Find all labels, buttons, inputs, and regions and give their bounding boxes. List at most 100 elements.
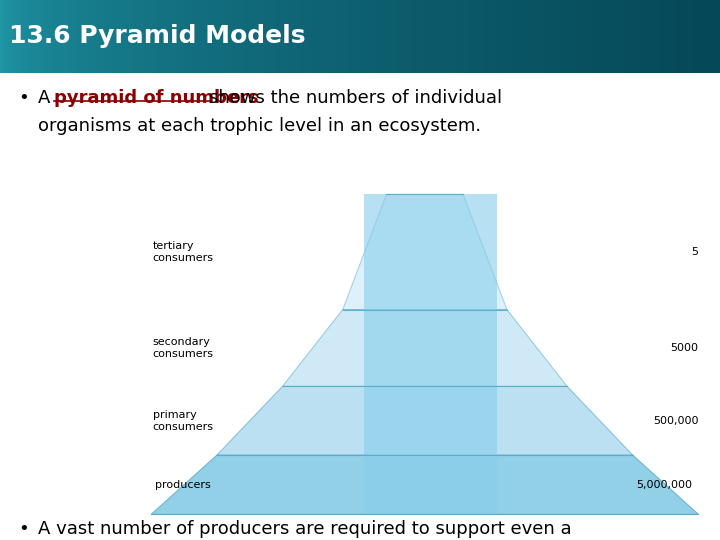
Bar xyxy=(247,0,251,73)
Bar xyxy=(223,0,226,73)
Text: organisms at each trophic level in an ecosystem.: organisms at each trophic level in an ec… xyxy=(38,117,481,136)
Bar xyxy=(31,0,35,73)
Bar xyxy=(204,0,207,73)
Polygon shape xyxy=(151,455,698,514)
Bar xyxy=(322,0,325,73)
Bar xyxy=(595,0,598,73)
Bar xyxy=(492,0,495,73)
Bar xyxy=(326,0,330,73)
Bar xyxy=(698,0,701,73)
Bar xyxy=(5,0,8,73)
Bar xyxy=(60,0,63,73)
Bar xyxy=(202,0,204,73)
Bar xyxy=(38,0,42,73)
Bar xyxy=(108,0,111,73)
Bar xyxy=(377,0,380,73)
Bar xyxy=(511,0,514,73)
Bar xyxy=(590,0,593,73)
Bar xyxy=(233,0,236,73)
Bar xyxy=(516,0,519,73)
Bar xyxy=(449,0,452,73)
Bar xyxy=(254,0,258,73)
Bar xyxy=(583,0,586,73)
Bar xyxy=(22,0,24,73)
Bar xyxy=(603,0,606,73)
Text: 5000: 5000 xyxy=(670,343,698,353)
Bar xyxy=(379,0,382,73)
Bar xyxy=(149,0,152,73)
Bar xyxy=(115,0,118,73)
Bar xyxy=(67,0,71,73)
Bar xyxy=(684,0,687,73)
Bar xyxy=(605,0,608,73)
Bar xyxy=(74,0,78,73)
Bar xyxy=(72,0,75,73)
Bar xyxy=(235,0,238,73)
Bar xyxy=(180,0,183,73)
Bar xyxy=(353,0,356,73)
Bar xyxy=(598,0,600,73)
Bar xyxy=(218,0,222,73)
Text: A vast number of producers are required to support even a: A vast number of producers are required … xyxy=(38,521,572,538)
Bar xyxy=(187,0,190,73)
Bar xyxy=(619,0,622,73)
Bar xyxy=(662,0,665,73)
Bar xyxy=(106,0,109,73)
Text: 5: 5 xyxy=(691,247,698,257)
Bar xyxy=(389,0,392,73)
Bar xyxy=(243,0,246,73)
Bar xyxy=(477,0,481,73)
Bar xyxy=(117,0,121,73)
Bar xyxy=(367,0,370,73)
Bar xyxy=(17,0,20,73)
Bar xyxy=(578,0,582,73)
Bar xyxy=(531,0,534,73)
Bar xyxy=(293,0,296,73)
Bar xyxy=(689,0,692,73)
Bar xyxy=(384,0,387,73)
Bar xyxy=(607,0,611,73)
Bar xyxy=(581,0,584,73)
Bar xyxy=(718,0,720,73)
Bar xyxy=(444,0,447,73)
Bar xyxy=(302,0,305,73)
Bar xyxy=(655,0,658,73)
Bar xyxy=(461,0,464,73)
Bar xyxy=(79,0,82,73)
Bar xyxy=(502,0,505,73)
Bar xyxy=(670,0,672,73)
Bar xyxy=(34,0,37,73)
Bar xyxy=(288,0,291,73)
Bar xyxy=(600,0,603,73)
Bar xyxy=(238,0,240,73)
Bar xyxy=(209,0,212,73)
Polygon shape xyxy=(282,309,567,386)
Bar xyxy=(207,0,210,73)
Bar xyxy=(142,0,145,73)
Bar xyxy=(120,0,123,73)
Bar xyxy=(55,0,58,73)
Bar xyxy=(542,0,546,73)
Bar xyxy=(137,0,140,73)
Bar xyxy=(41,0,44,73)
Bar xyxy=(427,0,431,73)
Bar xyxy=(310,0,312,73)
Bar xyxy=(629,0,632,73)
Bar xyxy=(610,0,613,73)
Bar xyxy=(387,0,390,73)
Bar xyxy=(451,0,454,73)
Bar xyxy=(158,0,161,73)
Bar xyxy=(646,0,649,73)
Bar xyxy=(538,0,541,73)
Bar xyxy=(463,0,467,73)
Bar xyxy=(454,0,456,73)
Bar xyxy=(394,0,397,73)
Text: •: • xyxy=(18,89,29,107)
Polygon shape xyxy=(217,386,633,455)
Bar xyxy=(9,0,13,73)
Bar xyxy=(466,0,469,73)
Bar xyxy=(257,0,260,73)
Bar xyxy=(281,0,284,73)
Bar xyxy=(614,0,618,73)
Bar xyxy=(569,0,572,73)
